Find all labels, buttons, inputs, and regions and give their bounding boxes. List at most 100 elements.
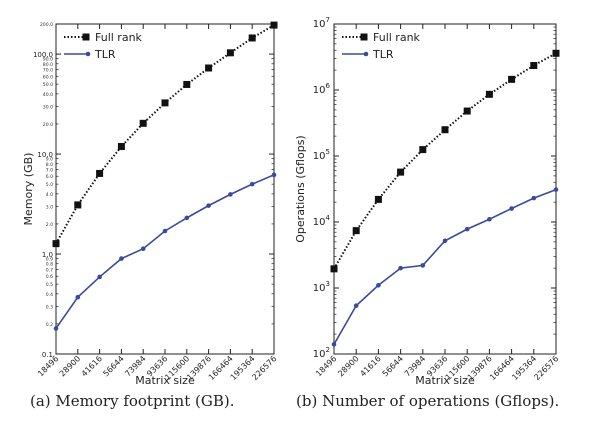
- data-point: [442, 238, 448, 244]
- x-tick-label: 226576: [250, 354, 278, 382]
- chart-operations: 1021031041051061071849628900416165664473…: [294, 16, 560, 384]
- y-minor-tick-label: 90.0: [43, 57, 53, 63]
- y-minor-tick-label: 2.0: [46, 222, 53, 228]
- data-point: [376, 282, 381, 288]
- data-point: [353, 303, 359, 308]
- y-minor-tick-label: 0.8: [46, 262, 53, 268]
- y-major-tick-label: 107: [313, 16, 330, 30]
- data-point: [398, 265, 403, 271]
- y-major-tick-label: 0.1: [42, 351, 53, 359]
- y-minor-tick-label: 8.0: [46, 162, 53, 168]
- legend-marker: [85, 51, 91, 57]
- data-point: [485, 90, 493, 98]
- data-point: [96, 169, 104, 177]
- data-point: [374, 195, 382, 203]
- x-axis-label: Matrix size: [135, 374, 195, 384]
- y-minor-tick-label: 0.3: [46, 304, 53, 310]
- y-minor-tick-label: 200.0: [40, 22, 53, 28]
- data-point: [420, 263, 426, 268]
- x-tick-label: 28900: [336, 354, 360, 378]
- data-point: [509, 206, 514, 211]
- data-point: [75, 294, 81, 300]
- plot-frame: [333, 23, 557, 355]
- y-minor-tick-label: 0.7: [46, 268, 53, 274]
- y-major-tick-label: 1.0: [42, 251, 53, 259]
- legend-label: TLR: [94, 48, 116, 61]
- y-major-tick-label: 104: [313, 214, 331, 228]
- data-point: [184, 215, 190, 221]
- y-axis-label: Memory (GB): [22, 153, 35, 226]
- y-minor-tick-label: 80.0: [43, 62, 53, 68]
- data-point: [531, 195, 537, 201]
- y-major-tick-label: 100.0: [33, 51, 53, 59]
- data-point: [248, 34, 256, 42]
- legend-marker: [363, 51, 369, 57]
- x-tick-label: 41616: [358, 354, 382, 378]
- data-point: [53, 326, 59, 331]
- y-minor-tick-label: 9.0: [46, 157, 53, 163]
- x-tick-label: 41616: [80, 354, 104, 378]
- y-minor-tick-label: 0.4: [46, 292, 53, 298]
- data-point: [97, 274, 102, 280]
- data-point: [419, 146, 427, 154]
- legend-marker: [360, 33, 368, 41]
- legend-label: Full rank: [95, 31, 143, 44]
- data-point: [139, 119, 147, 127]
- data-point: [397, 168, 405, 176]
- data-point: [226, 49, 234, 57]
- y-minor-tick-label: 0.6: [46, 274, 53, 280]
- data-point: [249, 181, 255, 187]
- x-tick-label: 56644: [381, 354, 405, 378]
- data-point: [464, 226, 470, 232]
- data-point: [205, 64, 213, 72]
- y-minor-tick-label: 4.0: [46, 192, 53, 198]
- legend-label: Full rank: [373, 31, 421, 44]
- data-point: [183, 80, 191, 88]
- data-point: [228, 192, 233, 197]
- data-point: [553, 187, 559, 192]
- y-axis-label: Operations (Gflops): [294, 135, 307, 242]
- y-minor-tick-label: 0.2: [46, 322, 53, 328]
- x-tick-label: 226576: [532, 354, 560, 382]
- data-point: [162, 228, 168, 234]
- y-major-tick-label: 102: [313, 346, 330, 360]
- legend-label: TLR: [372, 48, 394, 61]
- data-point: [552, 49, 560, 57]
- y-minor-tick-label: 40.0: [43, 92, 53, 98]
- y-minor-tick-label: 7.0: [46, 168, 53, 174]
- y-minor-tick-label: 20.0: [43, 122, 53, 128]
- data-point: [331, 342, 337, 347]
- data-point: [463, 107, 471, 115]
- data-point: [161, 99, 169, 107]
- y-minor-tick-label: 0.9: [46, 257, 53, 263]
- y-major-tick-label: 10.0: [37, 151, 53, 159]
- y-minor-tick-label: 3.0: [46, 204, 53, 210]
- caption-memory-footprint: (a) Memory footprint (GB).: [30, 392, 235, 410]
- data-point: [487, 216, 492, 222]
- data-point: [330, 265, 338, 273]
- data-point: [352, 227, 360, 235]
- y-minor-tick-label: 0.5: [46, 282, 53, 288]
- data-point: [74, 201, 82, 209]
- x-tick-label: 56644: [101, 354, 125, 378]
- data-point: [271, 172, 277, 178]
- data-point: [140, 246, 146, 252]
- chart-memory-footprint: 0.20.30.40.50.60.70.80.92.03.04.05.06.07…: [22, 21, 278, 384]
- y-minor-tick-label: 60.0: [43, 74, 53, 80]
- series-line: [55, 24, 275, 245]
- y-minor-tick-label: 70.0: [43, 68, 53, 74]
- data-point: [52, 240, 60, 248]
- data-point: [530, 62, 538, 70]
- x-axis-label: Matrix size: [415, 374, 475, 384]
- y-major-tick-label: 105: [313, 148, 330, 162]
- y-minor-tick-label: 30.0: [43, 104, 53, 110]
- legend-marker: [82, 33, 90, 41]
- data-point: [206, 203, 211, 208]
- series-line: [333, 52, 557, 270]
- series-line: [333, 188, 557, 345]
- series-line: [55, 174, 275, 329]
- y-minor-tick-label: 5.0: [46, 182, 53, 188]
- caption-operations: (b) Number of operations (Gflops).: [296, 392, 560, 410]
- data-point: [117, 143, 125, 151]
- data-point: [270, 21, 278, 29]
